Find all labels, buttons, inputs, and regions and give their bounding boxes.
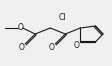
Text: O: O [48,43,54,52]
Text: O: O [18,43,24,52]
Text: Cl: Cl [58,14,66,23]
Text: O: O [17,23,23,31]
Text: O: O [73,42,79,50]
